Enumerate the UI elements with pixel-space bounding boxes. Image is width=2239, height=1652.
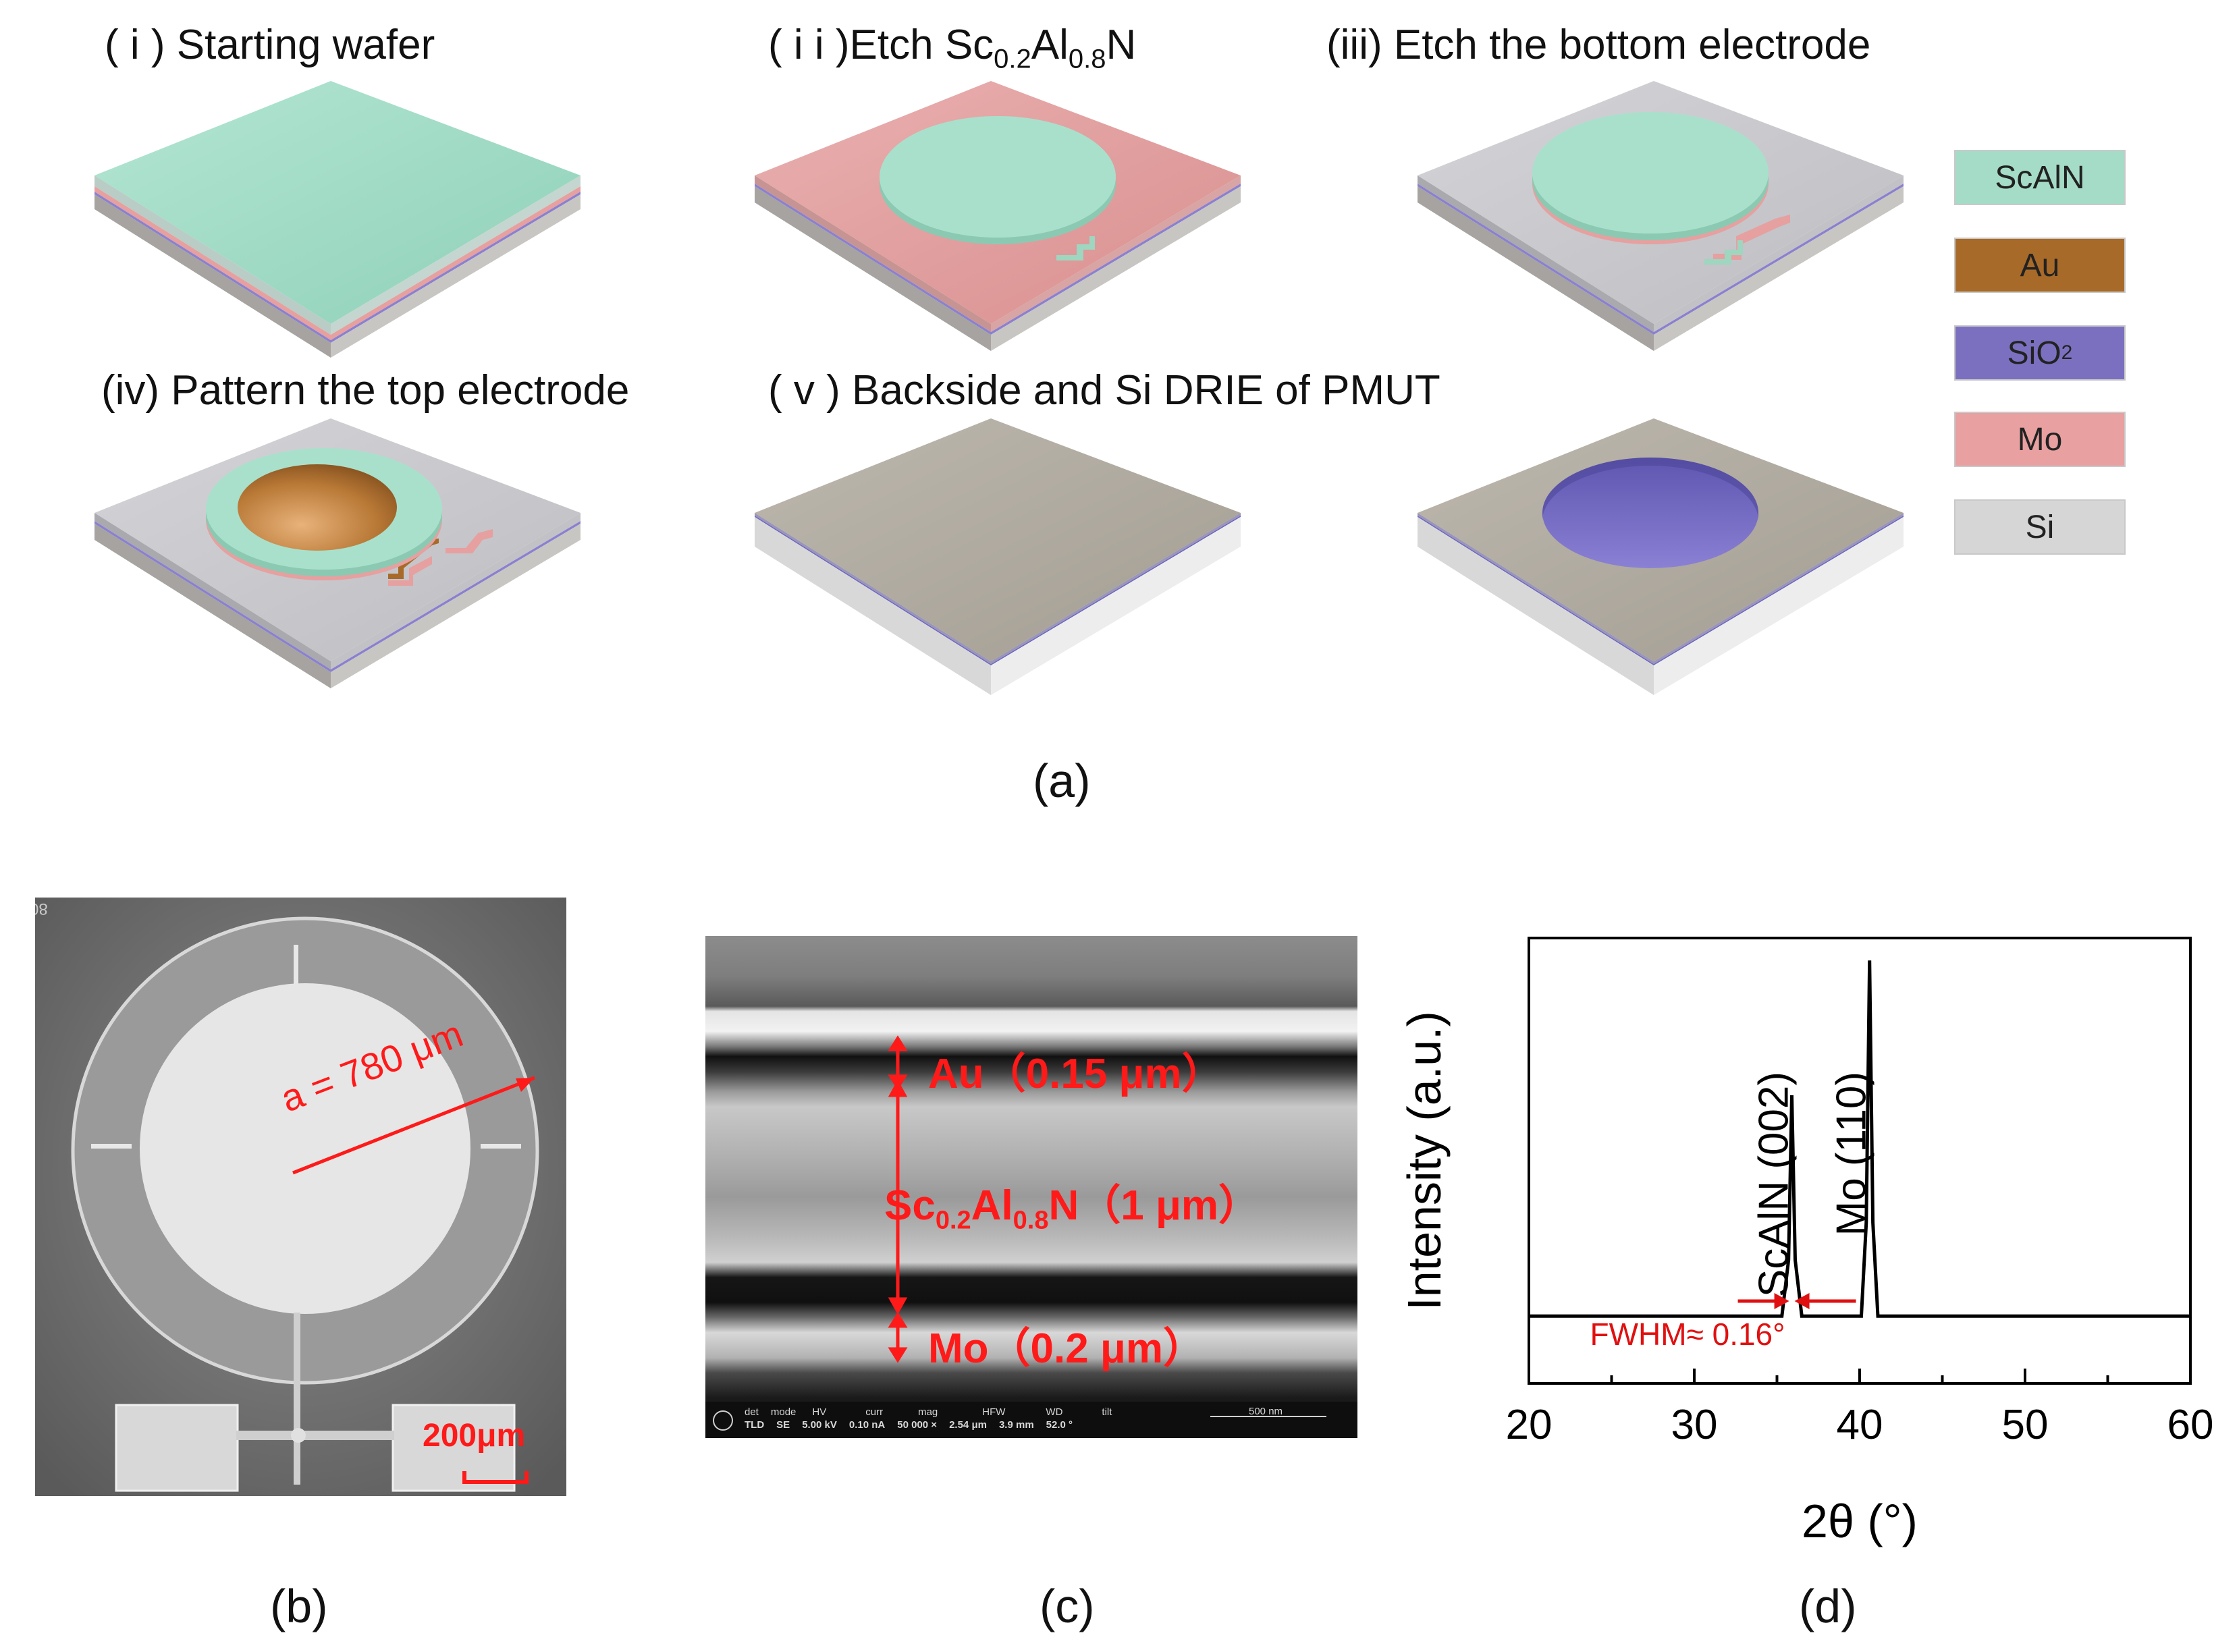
step-text: Etch the bottom electrode xyxy=(1393,22,1871,68)
info-header: WD xyxy=(1046,1406,1063,1418)
info-header: curr xyxy=(865,1406,884,1418)
step-prefix: (iv) xyxy=(101,367,171,414)
sem-top-image xyxy=(35,898,566,1496)
step-prefix: ( i ) xyxy=(105,22,177,68)
step-text: Backside and Si DRIE of PMUT xyxy=(851,367,1440,414)
info-header: HV xyxy=(812,1406,827,1418)
scaln-label-part: N（1 μm） xyxy=(1048,1182,1261,1229)
scale-bar xyxy=(462,1471,529,1484)
sem-cross-image xyxy=(705,936,1357,1438)
step-prefix: ( i i ) xyxy=(768,22,850,68)
info-values: TLD SE 5.00 kV 0.10 nA 50 000 × 2.54 μm … xyxy=(745,1419,1112,1431)
info-value: SE xyxy=(776,1419,790,1431)
fwhm-arrowhead-right xyxy=(1794,1292,1810,1309)
legend-label: Mo xyxy=(2017,421,2063,458)
step-text-mid: Al xyxy=(1031,22,1069,68)
fwhm-arrowhead-left xyxy=(1774,1292,1789,1309)
panel-label-b: (b) xyxy=(270,1580,328,1632)
panel-label-c: (c) xyxy=(1040,1580,1095,1632)
info-header: HFW xyxy=(982,1406,1006,1418)
step-text: Etch Sc xyxy=(849,22,994,68)
legend-sio2: SiO 2 xyxy=(1954,325,2126,381)
step-title-2: ( i i )Etch Sc0.2Al0.8N xyxy=(768,22,1137,74)
scalebar-label: 500 nm xyxy=(1249,1406,1283,1417)
step-title-1: ( i ) Starting wafer xyxy=(105,24,435,66)
info-value: 50 000 × xyxy=(897,1419,938,1431)
info-value: 2.54 μm xyxy=(949,1419,987,1431)
wafer-backside xyxy=(755,418,1241,695)
process-illustrations xyxy=(95,81,1904,695)
sem-top-view: a = 780 μm 200μm 80 xyxy=(35,898,566,1496)
step-subscript: 0.8 xyxy=(1068,44,1106,74)
thickness-arrows xyxy=(888,1035,908,1363)
legend-label: SiO xyxy=(2007,335,2061,371)
radius-arrowhead xyxy=(516,1078,535,1092)
info-value: TLD xyxy=(745,1419,765,1431)
scaln-label-sub: 0.8 xyxy=(1013,1206,1049,1235)
info-value: 0.10 nA xyxy=(848,1419,886,1431)
x-tick-label: 30 xyxy=(1671,1402,1718,1448)
info-header: det xyxy=(745,1406,759,1418)
wafer-top-electrode xyxy=(95,418,581,688)
peak-label-mo: Mo (110) xyxy=(1829,1072,1875,1236)
scaln-label-sub: 0.2 xyxy=(935,1206,971,1235)
info-value: 5.00 kV xyxy=(802,1419,837,1431)
step-title-3: (iii) Etch the bottom electrode xyxy=(1326,24,1870,66)
legend-scaln: ScAlN xyxy=(1954,150,2126,205)
panel-label-d: (d) xyxy=(1799,1580,1857,1632)
y-axis-label: Intensity (a.u.) xyxy=(1398,1011,1451,1311)
radius-arrow-line xyxy=(292,1076,535,1175)
scale-label-200um: 200μm xyxy=(423,1418,526,1454)
step-prefix: (iii) xyxy=(1326,22,1394,68)
scaln-thickness-label: Sc0.2Al0.8N（1 μm） xyxy=(884,1171,1260,1235)
legend-au: Au xyxy=(1954,238,2126,293)
wafer-etch-bottom xyxy=(1418,81,1904,351)
au-thickness-label: Au（0.15 μm） xyxy=(928,1051,1224,1097)
info-header: tilt xyxy=(1102,1406,1112,1418)
panel-label-a: (a) xyxy=(1033,754,1091,807)
x-ticks xyxy=(1528,1369,2192,1383)
legend-mo: Mo xyxy=(1954,412,2126,467)
x-tick-labels: 20 30 40 50 60 xyxy=(1506,1402,2214,1448)
step-prefix: ( v ) xyxy=(768,367,852,414)
detector-icon xyxy=(713,1410,733,1431)
legend-label: ScAlN xyxy=(1995,159,2085,196)
step-text: Starting wafer xyxy=(176,22,435,68)
legend-si: Si xyxy=(1954,499,2126,555)
scaln-label-part: Al xyxy=(971,1182,1013,1229)
info-value: 3.9 mm xyxy=(998,1419,1034,1431)
sem-cross-section: Au（0.15 μm） Sc0.2Al0.8N（1 μm） Mo（0.2 μm）… xyxy=(705,936,1357,1438)
step-text: Pattern the top electrode xyxy=(171,367,630,414)
x-tick-label: 60 xyxy=(2167,1402,2214,1448)
wafer-starting xyxy=(95,81,581,358)
info-header: mag xyxy=(918,1406,938,1418)
x-tick-label: 40 xyxy=(1837,1402,1883,1448)
fwhm-arrows xyxy=(1737,1292,1856,1309)
step-text-tail: N xyxy=(1106,22,1137,68)
mo-thickness-label: Mo（0.2 μm） xyxy=(928,1325,1205,1372)
step-title-4: (iv) Pattern the top electrode xyxy=(101,370,629,412)
x-axis-label: 2θ (°) xyxy=(1802,1495,1918,1547)
legend-subscript: 2 xyxy=(2061,341,2073,364)
scaln-label-part: Sc xyxy=(884,1182,936,1229)
legend-label: Si xyxy=(2025,509,2055,545)
step-subscript: 0.2 xyxy=(994,44,1031,74)
sem-corner-text: 80 xyxy=(35,900,48,918)
peak-label-scaln: ScAlN (002) xyxy=(1751,1072,1798,1297)
info-header: mode xyxy=(770,1406,797,1418)
info-value: 52.0 ° xyxy=(1046,1419,1073,1431)
info-headers: det mode HV curr mag HFW WD tilt xyxy=(745,1406,1112,1419)
wafer-drie xyxy=(1418,418,1904,695)
fwhm-label: FWHM≈ 0.16° xyxy=(1590,1317,1785,1352)
x-tick-label: 50 xyxy=(2002,1402,2049,1448)
wafer-etch-scaln xyxy=(755,81,1241,351)
legend-label: Au xyxy=(2020,247,2060,283)
x-tick-label: 20 xyxy=(1506,1402,1553,1448)
xrd-series-line xyxy=(1529,960,2190,1318)
sem-info-bar: det mode HV curr mag HFW WD tilt TLD SE … xyxy=(745,1406,1112,1431)
xrd-chart: 20 30 40 50 60 2θ (°) Intensity (a.u.) ScAlN… xyxy=(1398,937,2214,1547)
step-title-5: ( v ) Backside and Si DRIE of PMUT xyxy=(768,370,1440,412)
